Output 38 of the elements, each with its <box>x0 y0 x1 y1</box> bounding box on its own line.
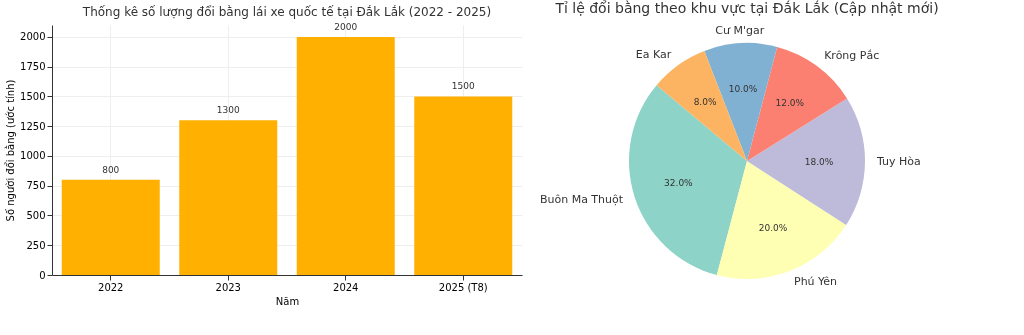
slice-label: Cư M'gar <box>715 24 765 38</box>
y-axis-title: Số người đổi bằng (ước tính) <box>4 79 17 222</box>
y-tick-label: 250 <box>26 239 46 251</box>
data-label: 800 <box>102 164 120 175</box>
data-label: 8.0% <box>693 97 717 108</box>
x-axis-title: Năm <box>275 295 300 307</box>
data-label: 1500 <box>451 81 475 92</box>
pie-slice <box>747 98 865 225</box>
data-label: 18.0% <box>804 156 834 167</box>
bar <box>296 36 395 275</box>
y-tick-label: 1250 <box>20 120 46 132</box>
bar <box>414 96 513 275</box>
bar <box>179 120 278 275</box>
data-label: 1300 <box>216 105 240 116</box>
slice-label: Krông Pắc <box>824 49 880 63</box>
bar <box>61 179 160 275</box>
slice-label: Tuy Hòa <box>876 154 921 168</box>
x-tick-label: 2022 <box>98 281 124 293</box>
data-label: 20.0% <box>758 223 788 234</box>
y-tick-label: 750 <box>26 180 46 192</box>
data-label: 12.0% <box>775 98 805 109</box>
data-label: 32.0% <box>664 177 694 188</box>
chart-title: Tỉ lệ đổi bằng theo khu vực tại Đắk Lắk (Cập nhật mới) <box>554 0 939 16</box>
data-label: 10.0% <box>728 84 758 95</box>
y-tick-label: 1750 <box>20 61 46 73</box>
x-tick-label: 2023 <box>215 281 241 293</box>
chart-title: Thống kê số lượng đổi bằng lái xe quốc tế tại Đắk Lắk (2022 - 2025) <box>81 4 492 19</box>
y-tick-label: 1500 <box>20 90 46 102</box>
y-tick-label: 0 <box>39 269 46 281</box>
x-tick-label: 2025 (T8) <box>438 281 488 293</box>
slice-label: Phú Yên <box>794 275 838 289</box>
slice-label: Buôn Ma Thuột <box>539 193 624 207</box>
y-tick-label: 500 <box>26 209 46 221</box>
data-label: 2000 <box>334 21 358 32</box>
x-tick-label: 2024 <box>333 281 359 293</box>
y-tick-label: 2000 <box>20 31 46 43</box>
y-tick-label: 1000 <box>20 150 46 162</box>
slice-label: Ea Kar <box>635 48 672 62</box>
